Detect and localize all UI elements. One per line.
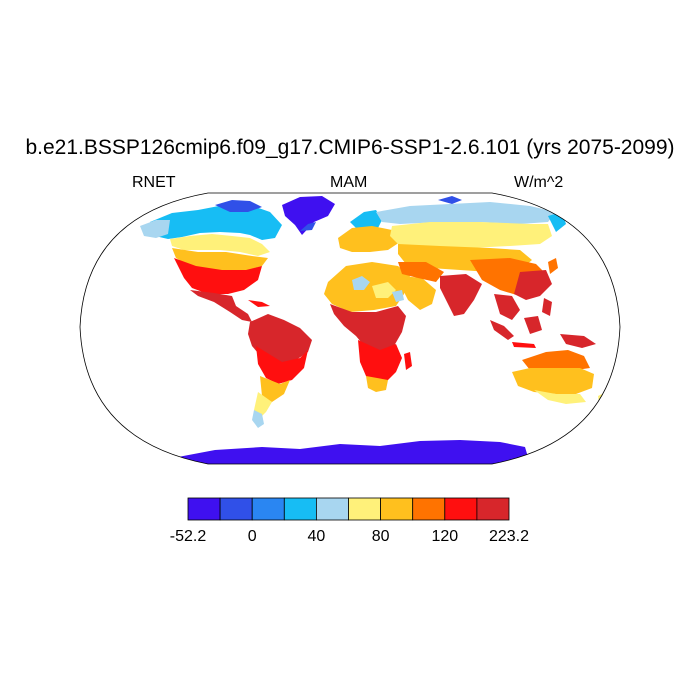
australia-north <box>522 350 590 370</box>
united-states <box>174 258 262 294</box>
sahara-cool-patch-2 <box>372 282 396 298</box>
canadian-archipelago <box>215 200 262 212</box>
southeast-asia <box>494 294 520 320</box>
north-america-north <box>150 205 282 240</box>
india <box>440 274 482 316</box>
mexico-central-america <box>190 290 252 322</box>
arctic-islands <box>438 196 462 204</box>
colorbar-box <box>476 497 510 521</box>
colorbar-tick-label: 120 <box>431 528 458 545</box>
canada-south <box>170 234 270 256</box>
siberia <box>390 222 552 248</box>
sahara-cool-patch-3 <box>392 290 404 302</box>
antarctica <box>178 440 530 464</box>
colorbar-tick-label: 40 <box>308 528 326 545</box>
japan <box>548 258 558 274</box>
russia-arctic <box>376 202 556 224</box>
colorbar-box <box>251 497 285 521</box>
colorbar-tick-label: 223.2 <box>489 528 529 545</box>
colorbar-box <box>219 497 253 521</box>
colorbar-box <box>187 497 221 521</box>
colorbar-tick-label: 80 <box>372 528 390 545</box>
colorbar-box <box>412 497 446 521</box>
southern-africa <box>358 340 402 386</box>
philippines <box>542 298 552 316</box>
land-layer <box>140 196 608 464</box>
caribbean <box>248 300 270 307</box>
south-america-central <box>256 346 308 384</box>
colorbar-box <box>283 497 317 521</box>
borneo <box>524 316 542 334</box>
java <box>512 342 536 348</box>
greenland <box>282 196 335 235</box>
sahara-cool-patch-1 <box>352 276 370 290</box>
colorbar-tick-label: 0 <box>248 528 257 545</box>
colorbar-tick-label: -52.2 <box>170 528 207 545</box>
map-title: b.e21.BSSP126cmip6.f09_g17.CMIP6-SSP1-2.… <box>25 136 675 159</box>
arabia <box>402 276 436 310</box>
madagascar <box>404 352 412 370</box>
australia-central <box>512 368 594 394</box>
season-label: MAM <box>330 174 368 191</box>
greenland-edge <box>300 222 316 231</box>
south-america-south <box>260 376 290 402</box>
variable-label: RNET <box>132 174 176 191</box>
tierra-del-fuego <box>252 410 264 428</box>
units-label: W/m^2 <box>514 174 564 191</box>
middle-east-north <box>398 262 444 282</box>
us-belt <box>172 248 268 271</box>
colorbar-box <box>380 497 414 521</box>
europe <box>338 226 400 252</box>
south-africa-tip <box>366 376 388 392</box>
globe-outline <box>79 192 621 465</box>
alaska <box>140 220 170 238</box>
sumatra <box>490 320 514 340</box>
sahara <box>324 262 410 312</box>
australia-south <box>534 390 586 404</box>
southeast-china <box>514 270 552 300</box>
colorbar-box <box>444 497 478 521</box>
central-africa <box>330 304 406 352</box>
patagonia <box>254 392 272 418</box>
colorbar-box <box>348 497 381 521</box>
colorbar-box <box>315 497 349 521</box>
new-guinea <box>560 334 596 348</box>
